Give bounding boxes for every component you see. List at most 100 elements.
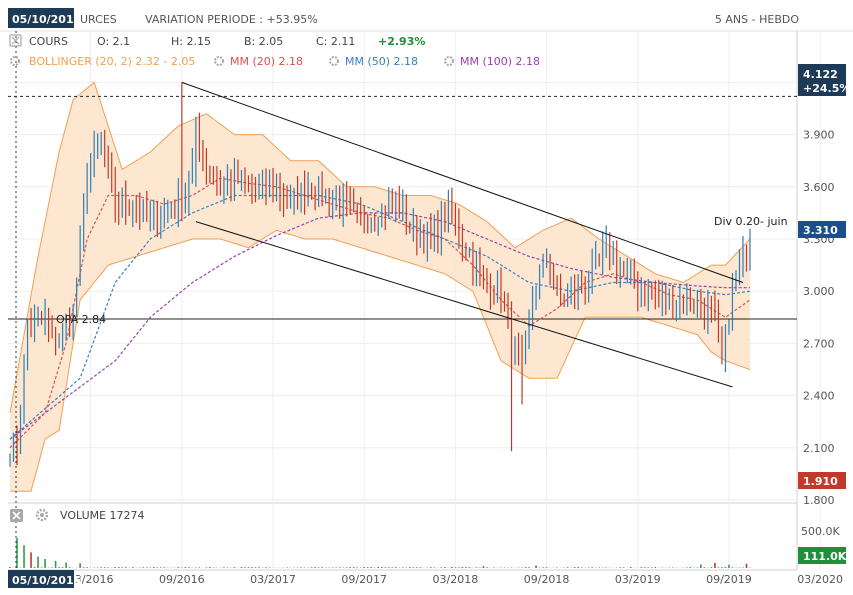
volume-bar <box>623 567 625 568</box>
volume-bar <box>574 567 576 568</box>
time-tick-label: 09/2016 <box>159 573 205 586</box>
volume-bar <box>41 567 43 568</box>
volume-bar <box>241 567 243 568</box>
volume-bar <box>318 567 320 568</box>
volume-bar <box>718 567 720 568</box>
volume-badge-value: 111.0K <box>803 550 847 563</box>
date-badge-top-text: 05/10/2015 <box>12 13 81 26</box>
price-tick-label: 3.600 <box>803 181 835 194</box>
volume-bar <box>142 567 144 568</box>
volume-bar <box>9 567 11 568</box>
volume-bar <box>388 567 390 568</box>
volume-bar <box>451 567 453 568</box>
volume-bar <box>528 567 530 568</box>
volume-bar <box>269 567 271 568</box>
change-value: +2.93% <box>378 35 425 48</box>
high-price-change: +24.5% <box>803 82 850 95</box>
volume-bar <box>363 567 365 568</box>
opa-annotation: OPA 2.84 <box>56 313 106 326</box>
volume-bar <box>697 567 699 568</box>
volume-bar <box>195 567 197 568</box>
bollinger-legend: BOLLINGER (20, 2) 2.32 - 2.05 <box>29 55 195 68</box>
time-tick-label: 09/2018 <box>524 573 570 586</box>
volume-bar <box>462 567 464 568</box>
volume-bar <box>37 557 39 568</box>
volume-bar <box>314 567 316 568</box>
low-value: B: 2.05 <box>244 35 283 48</box>
volume-bar <box>132 567 134 568</box>
volume-bar <box>655 567 657 568</box>
date-badge-top: 05/10/2015 <box>8 8 81 28</box>
volume-bar <box>206 567 208 568</box>
volume-bar <box>725 567 727 568</box>
volume-bar <box>391 567 393 568</box>
price-tick-label: 3.900 <box>803 129 835 142</box>
open-value: O: 2.1 <box>97 35 130 48</box>
volume-bar <box>30 552 32 568</box>
volume-label: VOLUME 17274 <box>60 509 145 522</box>
volume-bar <box>395 567 397 568</box>
volume-bar <box>430 567 432 568</box>
time-tick-label: 09/2017 <box>341 573 387 586</box>
volume-bar <box>255 567 257 568</box>
volume-bar <box>258 567 260 568</box>
volume-bar <box>55 561 57 568</box>
volume-bar <box>286 567 288 568</box>
volume-bar <box>581 567 583 568</box>
volume-bar <box>199 567 201 568</box>
volume-bar <box>721 567 723 568</box>
volume-bar <box>402 567 404 568</box>
volume-bar <box>86 567 88 568</box>
volume-bar <box>381 567 383 568</box>
period-selector[interactable]: 5 ANS - HEBDO <box>715 13 799 26</box>
volume-bar <box>265 567 267 568</box>
volume-bar <box>591 567 593 568</box>
price-tick-label: 2.700 <box>803 337 835 350</box>
volume-bar <box>377 567 379 568</box>
volume-bar <box>647 567 649 568</box>
volume-bar <box>149 567 151 568</box>
last-price-badge: 3.310 <box>798 221 846 238</box>
volume-bar <box>619 567 621 568</box>
high-price-value: 4.122 <box>803 68 838 81</box>
volume-bar <box>483 566 485 568</box>
low-price-badge: 1.910 <box>798 472 846 489</box>
volume-bar <box>367 567 369 568</box>
volume-bar <box>465 567 467 568</box>
volume-bar <box>346 567 348 568</box>
volume-bar <box>644 567 646 568</box>
time-tick-label: 03/2017 <box>250 573 296 586</box>
price-axis-ticks: 1.8002.1002.4002.7003.0003.3003.6003.900… <box>803 76 835 507</box>
volume-bar <box>188 567 190 568</box>
volume-bar <box>420 567 422 568</box>
volume-bar <box>349 567 351 568</box>
volume-bar <box>107 567 109 568</box>
volume-bar <box>248 567 250 568</box>
time-tick-label: 03/2020 <box>797 573 843 586</box>
volume-bar <box>34 567 36 568</box>
high-price-badge: 4.122 +24.5% <box>798 64 850 96</box>
price-tick-label: 1.800 <box>803 494 835 507</box>
price-tick-label: 2.400 <box>803 390 835 403</box>
volume-bar <box>640 567 642 568</box>
time-tick-label: 03/2018 <box>433 573 479 586</box>
volume-bar <box>651 567 653 568</box>
time-tick-label: 03/2019 <box>615 573 661 586</box>
volume-bar <box>746 564 748 568</box>
volume-bar <box>160 567 162 568</box>
instrument-name: URCES <box>80 13 117 26</box>
price-tick-label: 3.000 <box>803 285 835 298</box>
volume-close-icon[interactable] <box>10 509 23 522</box>
volume-bar <box>321 567 323 568</box>
volume-bar <box>567 567 569 568</box>
volume-bar <box>353 567 355 568</box>
volume-bar <box>79 563 81 568</box>
volume-bar <box>370 567 372 568</box>
volume-bar <box>164 567 166 568</box>
volume-bar <box>458 567 460 568</box>
volume-bar <box>311 567 313 568</box>
volume-bar <box>455 567 457 568</box>
